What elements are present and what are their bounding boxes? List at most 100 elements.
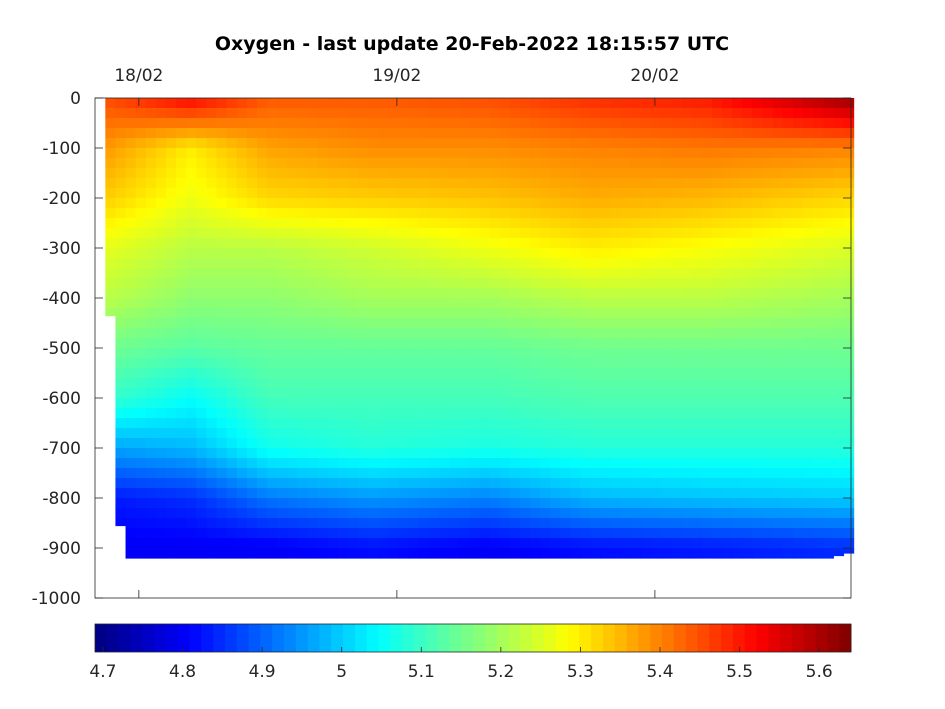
heatmap-cell <box>105 118 117 129</box>
colorbar-tick-label: 5.1 <box>408 662 435 682</box>
heatmap-cell <box>115 458 127 469</box>
heatmap-cell <box>125 328 137 339</box>
heatmap-cell <box>155 358 167 369</box>
heatmap-cell <box>641 158 652 169</box>
colorbar-tick-label: 5.6 <box>806 662 833 682</box>
heatmap-cell <box>327 238 339 249</box>
heatmap-cell <box>792 328 804 339</box>
heatmap-cell <box>691 358 703 369</box>
heatmap-cell <box>823 458 834 469</box>
heatmap-cell <box>408 398 420 409</box>
heatmap-cell <box>327 478 339 489</box>
colorbar-segment <box>189 624 202 652</box>
heatmap-cell <box>216 368 228 379</box>
heatmap-cell <box>439 388 450 399</box>
heatmap-cell <box>843 228 855 239</box>
heatmap-cell <box>499 138 511 149</box>
heatmap-cell <box>722 438 733 449</box>
heatmap-cell <box>459 448 470 459</box>
heatmap-cell <box>550 408 561 419</box>
heatmap-cell <box>742 478 754 489</box>
heatmap-cell <box>762 388 774 399</box>
heatmap-cell <box>297 478 309 489</box>
heatmap-cell <box>317 278 329 289</box>
heatmap-cell <box>722 118 733 129</box>
heatmap-cell <box>712 408 723 419</box>
heatmap-cell <box>813 98 824 109</box>
heatmap-cell <box>610 368 622 379</box>
heatmap-cell <box>449 108 460 119</box>
heatmap-cell <box>176 228 187 239</box>
heatmap-cell <box>732 368 743 379</box>
heatmap-cell <box>287 328 299 339</box>
heatmap-cell <box>388 248 400 259</box>
heatmap-cell <box>610 158 622 169</box>
colorbar-segment <box>130 624 143 652</box>
heatmap-cell <box>125 378 137 389</box>
heatmap-cell <box>833 368 845 379</box>
heatmap-cell <box>125 218 137 229</box>
heatmap-cell <box>236 298 248 309</box>
heatmap-cell <box>803 488 814 499</box>
heatmap-cell <box>641 138 652 149</box>
heatmap-cell <box>792 308 804 319</box>
heatmap-cell <box>833 528 845 539</box>
heatmap-cell <box>732 388 743 399</box>
heatmap-cell <box>176 278 187 289</box>
heatmap-cell <box>479 208 491 219</box>
heatmap-cell <box>257 388 268 399</box>
heatmap-cell <box>631 458 642 469</box>
heatmap-cell <box>671 398 683 409</box>
heatmap-cell <box>772 278 784 289</box>
heatmap-cell <box>267 108 278 119</box>
heatmap-cell <box>712 98 723 109</box>
heatmap-cell <box>722 198 733 209</box>
heatmap-cell <box>489 288 501 299</box>
heatmap-cell <box>752 428 764 439</box>
heatmap-cell <box>186 328 197 339</box>
heatmap-cell <box>418 278 430 289</box>
heatmap-cell <box>196 288 208 299</box>
heatmap-cell <box>782 368 794 379</box>
heatmap-cell <box>246 408 258 419</box>
heatmap-cell <box>722 368 733 379</box>
heatmap-cell <box>378 228 390 239</box>
heatmap-cell <box>165 298 177 309</box>
heatmap-cell <box>206 118 218 129</box>
heatmap-cell <box>246 478 258 489</box>
heatmap-cell <box>772 138 784 149</box>
heatmap-cell <box>600 218 612 229</box>
heatmap-cell <box>479 368 491 379</box>
heatmap-cell <box>792 358 804 369</box>
heatmap-cell <box>580 538 592 549</box>
heatmap-cell <box>196 478 208 489</box>
heatmap-cell <box>105 218 117 229</box>
heatmap-cell <box>681 478 693 489</box>
heatmap-cell <box>712 468 723 479</box>
heatmap-cell <box>590 468 602 479</box>
heatmap-cell <box>550 98 561 109</box>
heatmap-cell <box>479 128 491 139</box>
heatmap-cell <box>125 298 137 309</box>
heatmap-cell <box>186 518 197 529</box>
heatmap-cell <box>267 378 278 389</box>
heatmap-cell <box>530 238 541 249</box>
heatmap-cell <box>216 548 228 559</box>
heatmap-cell <box>661 518 673 529</box>
heatmap-cell <box>257 358 268 369</box>
heatmap-cell <box>681 98 693 109</box>
heatmap-cell <box>489 428 501 439</box>
heatmap-cell <box>560 138 572 149</box>
heatmap-cell <box>246 368 258 379</box>
heatmap-cell <box>297 98 309 109</box>
heatmap-cell <box>489 148 501 159</box>
heatmap-cell <box>479 278 491 289</box>
heatmap-cell <box>135 528 147 539</box>
heatmap-cell <box>337 98 349 109</box>
heatmap-cell <box>681 498 693 509</box>
heatmap-cell <box>499 118 511 129</box>
heatmap-cell <box>125 248 137 259</box>
heatmap-cell <box>540 468 551 479</box>
heatmap-cell <box>388 298 400 309</box>
heatmap-cell <box>327 138 339 149</box>
